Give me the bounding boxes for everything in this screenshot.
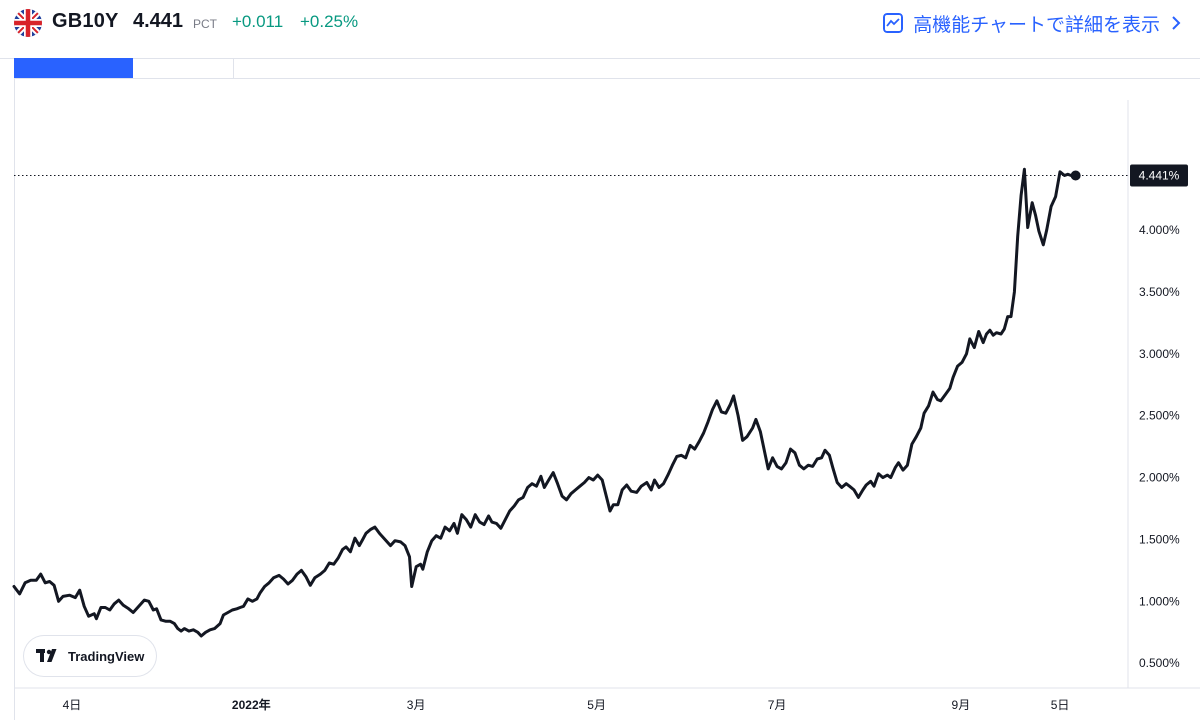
symbol-name: GB10Y (52, 10, 119, 32)
price-change-percent: +0.25% (300, 12, 359, 31)
tradingview-logo-icon (36, 649, 57, 662)
x-tick-label: 4日 (63, 698, 82, 712)
chart-area (14, 78, 1200, 720)
advanced-chart-link[interactable]: 高機能チャートで詳細を表示 (883, 7, 1182, 39)
y-tick-label: 2.500% (1139, 409, 1180, 423)
x-tick-label: 9月 (952, 698, 971, 712)
last-price: 4.441 (133, 10, 184, 32)
x-tick-label: 7月 (768, 698, 787, 712)
y-tick-label: 1.500% (1139, 532, 1180, 546)
range-tab-active[interactable] (14, 58, 133, 78)
range-tabs (0, 58, 1200, 78)
y-tick-label: 1.000% (1139, 594, 1180, 608)
chevron-right-icon (1172, 16, 1181, 30)
header-divider (0, 58, 1200, 59)
range-tab[interactable] (134, 58, 234, 78)
last-point-marker (1070, 170, 1081, 181)
tradingview-watermark[interactable]: TradingView (24, 636, 156, 676)
price-unit: PCT (193, 17, 217, 31)
y-tick-label: 2.000% (1139, 471, 1180, 485)
x-tick-label: 3月 (407, 698, 426, 712)
series-line (12, 167, 1078, 638)
chart-line-icon (883, 13, 904, 33)
advanced-chart-link-label: 高機能チャートで詳細を表示 (913, 14, 1160, 36)
y-tick-label: 4.000% (1139, 223, 1180, 237)
x-tick-label: 5日 (1051, 698, 1070, 712)
last-value-label: 4.441% (1139, 169, 1180, 183)
y-tick-label: 3.000% (1139, 347, 1180, 361)
x-tick-label: 5月 (587, 698, 606, 712)
y-tick-label: 3.500% (1139, 285, 1180, 299)
y-tick-label: 0.500% (1139, 656, 1180, 670)
x-tick-label: 2022年 (232, 697, 271, 712)
watermark-label: TradingView (68, 648, 145, 664)
uk-flag-icon (14, 9, 42, 37)
last-value-badge (1130, 164, 1188, 187)
quote-header: GB10Y 4.441 PCT +0.011 +0.25% 高機能チャートで詳細… (0, 0, 1200, 46)
price-change: +0.011 (232, 12, 284, 31)
